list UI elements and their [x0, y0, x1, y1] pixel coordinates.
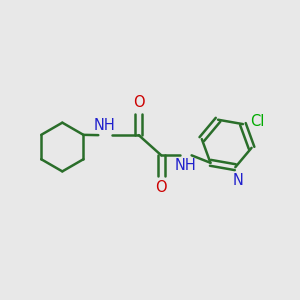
- Text: Cl: Cl: [250, 114, 264, 129]
- Text: NH: NH: [94, 118, 116, 134]
- Text: O: O: [155, 180, 167, 195]
- Text: O: O: [133, 95, 145, 110]
- Text: N: N: [233, 173, 244, 188]
- Text: NH: NH: [175, 158, 196, 173]
